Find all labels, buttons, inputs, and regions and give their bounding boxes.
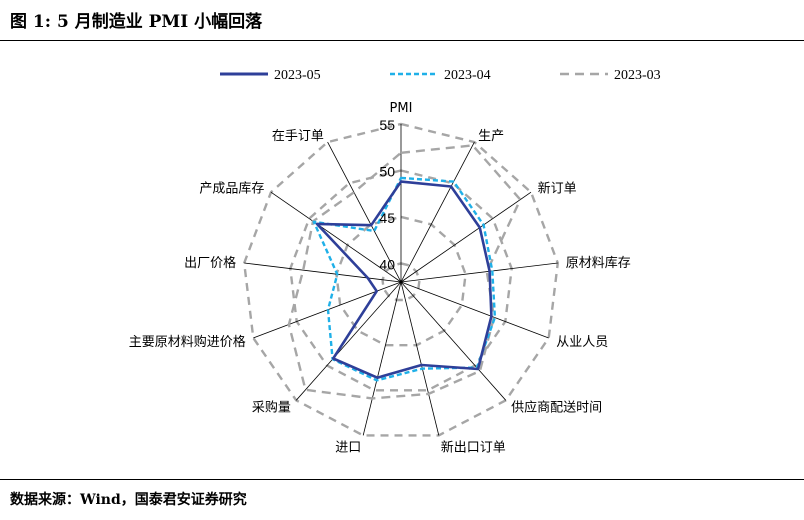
tick-label-55: 55 bbox=[379, 117, 395, 133]
series-2023-05 bbox=[315, 180, 493, 380]
category-label-8: 采购量 bbox=[252, 399, 291, 415]
radar-spoke-3 bbox=[400, 262, 558, 283]
tick-labels: 40 45 50 55 bbox=[379, 117, 395, 272]
category-label-11: 产成品库存 bbox=[199, 181, 264, 197]
category-label-4: 从业人员 bbox=[556, 335, 608, 350]
radar-spoke-7 bbox=[362, 281, 402, 436]
source-rule bbox=[0, 479, 804, 480]
tick-label-45: 45 bbox=[379, 210, 395, 226]
radar-spoke-6 bbox=[400, 281, 440, 436]
category-label-7: 进口 bbox=[335, 440, 361, 455]
radar-spoke-4 bbox=[400, 281, 549, 339]
radar-ring-55 bbox=[242, 122, 560, 437]
radar-ring-50 bbox=[289, 169, 513, 392]
tick-label-40: 40 bbox=[379, 256, 395, 272]
radar-series bbox=[287, 144, 522, 400]
radar-spoke-5 bbox=[400, 281, 507, 401]
radar-ring-45 bbox=[335, 215, 467, 347]
radar-spoke-10 bbox=[244, 262, 402, 283]
chart-title: 图 1: 5 月制造业 PMI 小幅回落 bbox=[10, 12, 263, 32]
category-label-12: 在手订单 bbox=[272, 129, 324, 144]
radar-spoke-1 bbox=[400, 141, 475, 283]
category-label-3: 原材料库存 bbox=[566, 255, 631, 271]
radar-spoke-12 bbox=[327, 141, 402, 283]
tick-label-50: 50 bbox=[379, 164, 395, 180]
category-label-10: 出厂价格 bbox=[184, 255, 236, 271]
category-label-2: 新订单 bbox=[538, 181, 577, 197]
category-label-0: PMI bbox=[390, 101, 413, 116]
radar-spoke-2 bbox=[400, 191, 532, 283]
legend-label-2023-03: 2023-03 bbox=[614, 68, 661, 83]
category-label-6: 新出口订单 bbox=[441, 439, 506, 455]
legend: 2023-05 2023-04 2023-03 bbox=[220, 68, 661, 83]
series-2023-03 bbox=[287, 144, 522, 400]
category-label-9: 主要原材料购进价格 bbox=[129, 334, 246, 350]
category-label-5: 供应商配送时间 bbox=[511, 399, 602, 415]
title-rule bbox=[0, 40, 804, 41]
radar-ring-40 bbox=[381, 262, 421, 302]
legend-label-2023-05: 2023-05 bbox=[274, 68, 321, 83]
radar-rings bbox=[242, 122, 560, 437]
series-2023-04 bbox=[312, 176, 497, 382]
source-note: 数据来源：Wind，国泰君安证券研究 bbox=[10, 492, 247, 508]
category-label-1: 生产 bbox=[478, 129, 504, 144]
radar-spoke-8 bbox=[295, 281, 402, 401]
radar-spoke-11 bbox=[270, 191, 402, 283]
legend-label-2023-04: 2023-04 bbox=[444, 68, 491, 83]
